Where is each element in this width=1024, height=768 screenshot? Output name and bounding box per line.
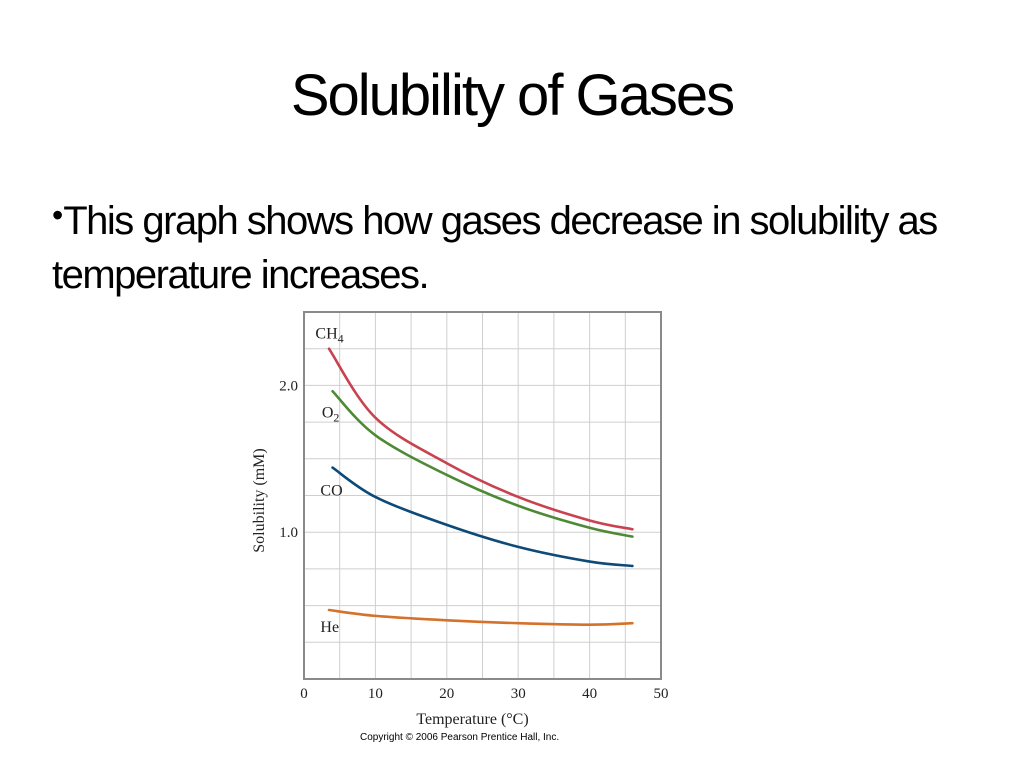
x-tick-label: 50: [654, 686, 669, 702]
bullet-text: This graph shows how gases decrease in s…: [52, 199, 938, 297]
x-tick-label: 30: [511, 686, 526, 702]
y-tick-label: 2.0: [279, 378, 298, 394]
y-axis-label: Solubility (mM): [251, 448, 268, 552]
plot-frame: [303, 311, 662, 680]
x-tick-label: 10: [368, 686, 383, 702]
series-label-he: He: [320, 619, 339, 636]
x-tick-label: 40: [582, 686, 597, 702]
slide-title: Solubility of Gases: [290, 63, 735, 128]
x-axis-label: Temperature (°C): [416, 711, 528, 728]
series-label-co: CO: [320, 483, 342, 500]
series-line-he: [327, 608, 634, 626]
series-label-o2: O2: [322, 405, 340, 425]
bullet-marker: •: [52, 197, 64, 233]
x-tick-label: 20: [439, 686, 454, 702]
bullet-paragraph: •This graph shows how gases decrease in …: [52, 188, 952, 302]
solubility-chart: 0 10 20 30 40 50 1.0 2.0 Temperature (°C) Solubil…: [251, 311, 669, 728]
series-line-co: [331, 466, 634, 568]
y-tick-label: 1.0: [279, 525, 298, 541]
series-line-ch4: [327, 347, 634, 531]
series-label-ch4: CH4: [315, 325, 343, 345]
series-line-o2: [331, 389, 634, 538]
copyright-notice: Copyright © 2006 Pearson Prentice Hall, …: [360, 732, 560, 743]
x-tick-label: 0: [300, 686, 308, 702]
